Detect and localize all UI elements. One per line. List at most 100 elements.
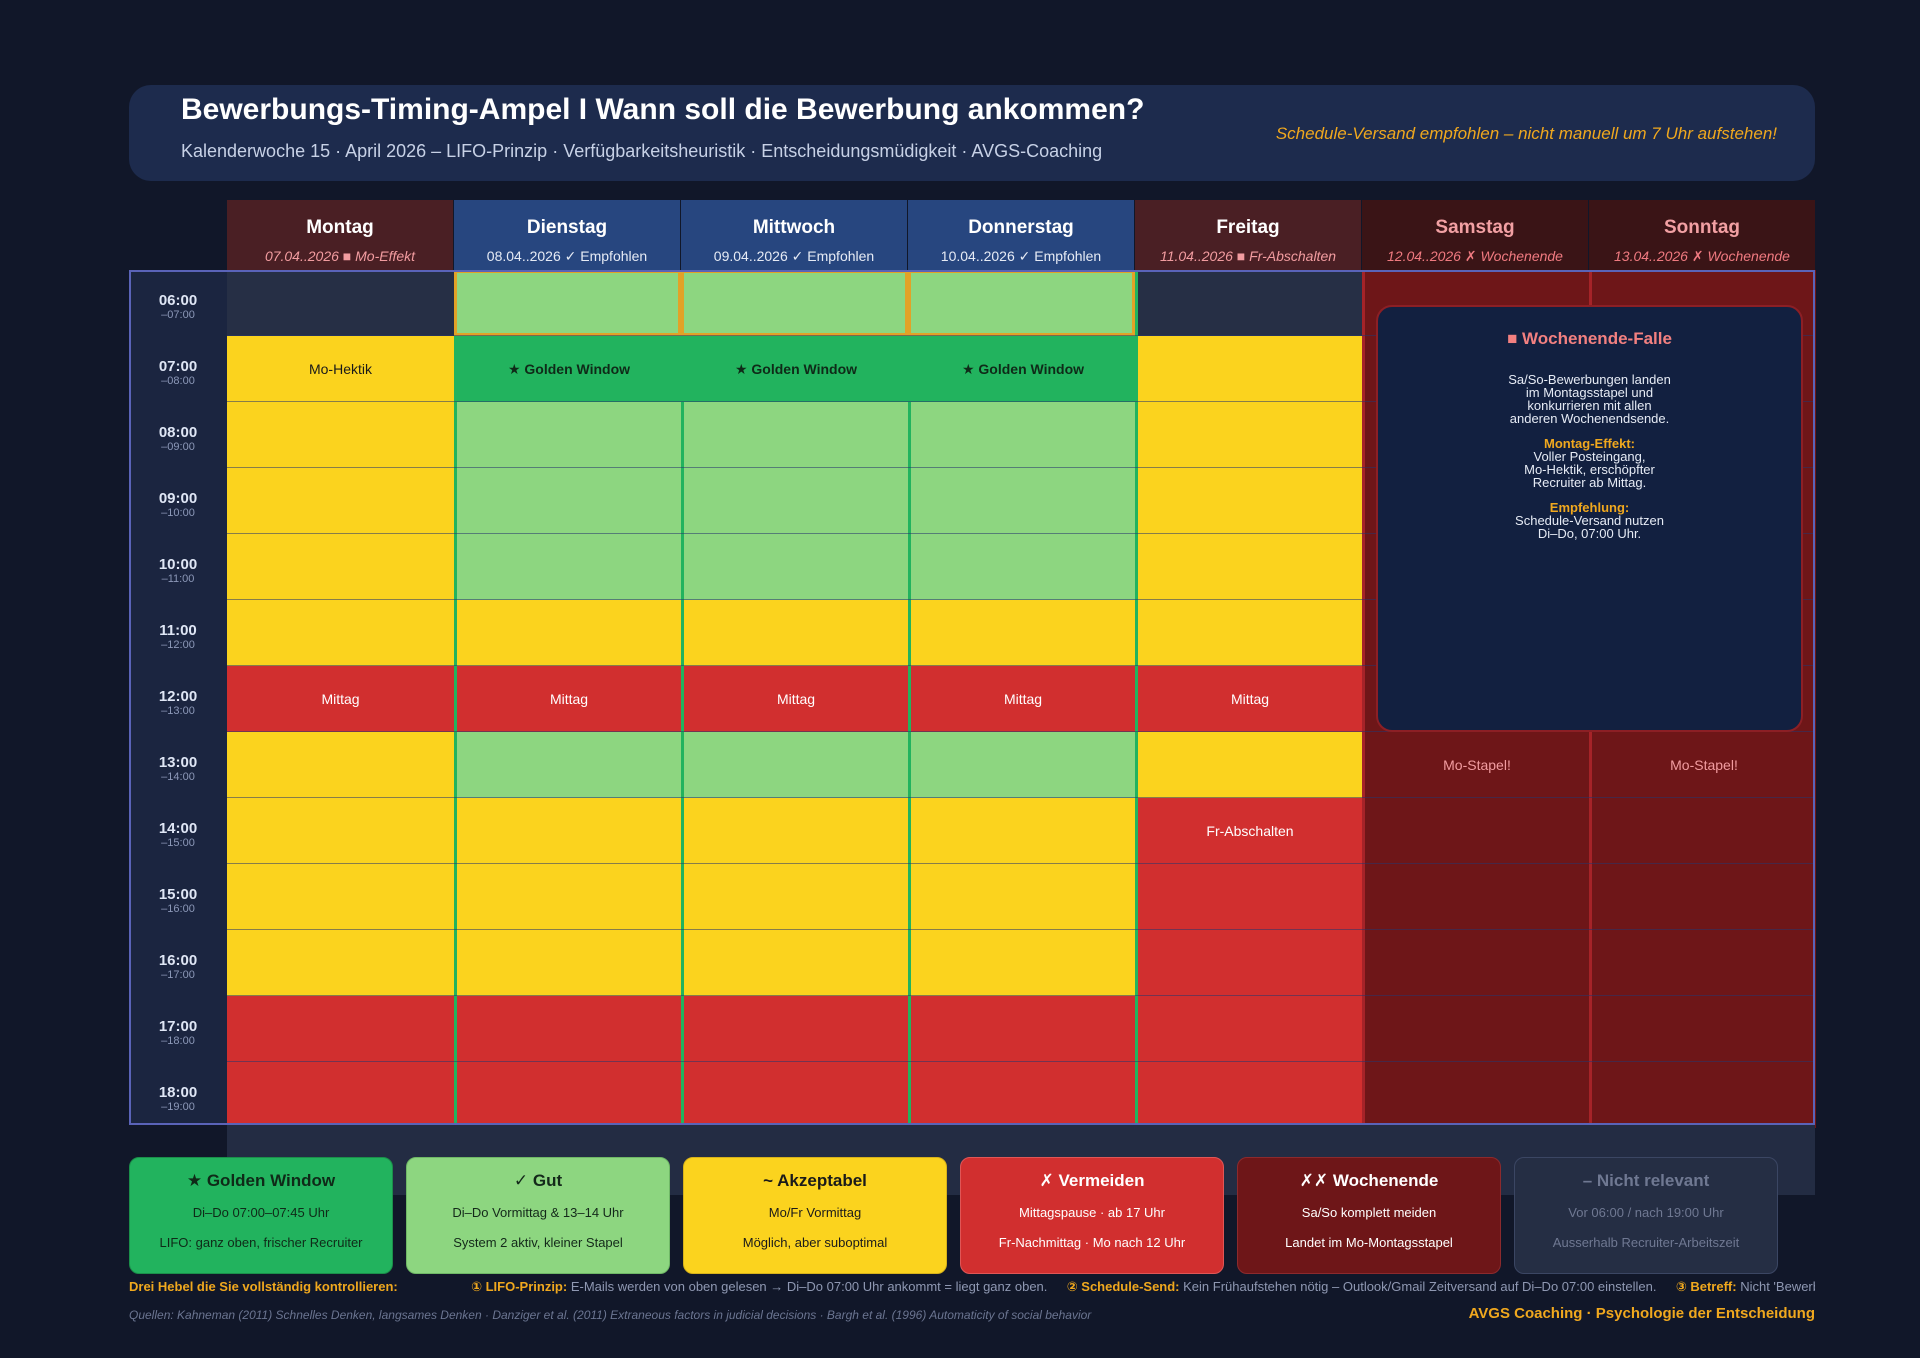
legend-line: LIFO: ganz oben, frischer Recruiter — [159, 1235, 363, 1250]
header-banner: Bewerbungs-Timing-Ampel I Wann soll die … — [129, 85, 1815, 181]
slot-donnerstag-0900 — [908, 468, 1135, 534]
slot-mittwoch-0800 — [681, 402, 908, 468]
row-divider — [227, 665, 1815, 666]
slot-freitag-1500 — [1135, 864, 1362, 930]
slot-montag-1800 — [227, 1062, 454, 1128]
row-divider — [227, 863, 1815, 864]
day-name: Mittwoch — [752, 217, 836, 238]
hour-label: 06:00 –07:00 — [158, 292, 198, 321]
slot-montag-0900 — [227, 468, 454, 534]
slot-freitag-1700 — [1135, 996, 1362, 1062]
slot-mittwoch-0900 — [681, 468, 908, 534]
slot-dienstag-0800 — [454, 402, 681, 468]
legend-title: ✓ Gut — [513, 1171, 563, 1190]
slot-mittwoch-1000 — [681, 534, 908, 600]
slot-sonntag-1300: Mo-Stapel! — [1589, 732, 1816, 798]
hour-label: 10:00 –11:00 — [158, 556, 198, 585]
slot-sonntag-1600 — [1589, 930, 1816, 996]
slot-freitag-1600 — [1135, 930, 1362, 996]
slot-montag-0600 — [227, 270, 454, 336]
legend-line: Sa/So komplett meiden — [1301, 1205, 1437, 1220]
legend-line: Di–Do Vormittag & 13–14 Uhr — [452, 1205, 624, 1220]
slot-samstag-1800 — [1362, 1062, 1589, 1128]
slot-montag-1300 — [227, 732, 454, 798]
page-subtitle: Kalenderwoche 15 · April 2026 – LIFO-Pri… — [181, 141, 1103, 161]
row-divider — [227, 1061, 1815, 1062]
slot-donnerstag-0800 — [908, 402, 1135, 468]
slot-donnerstag-1000 — [908, 534, 1135, 600]
day-name: Sonntag — [1664, 217, 1740, 238]
brand-label: AVGS Coaching · Psychologie der Entschei… — [1468, 1305, 1815, 1322]
slot-dienstag-0900 — [454, 468, 681, 534]
hour-label: 07:00 –08:00 — [158, 358, 198, 387]
slot-mittwoch-1800 — [681, 1062, 908, 1128]
row-divider — [227, 533, 1815, 534]
slot-sonntag-1700 — [1589, 996, 1816, 1062]
page-title: Bewerbungs-Timing-Ampel I Wann soll die … — [181, 93, 1145, 126]
slot-label: Mo-Stapel! — [1670, 757, 1738, 773]
slot-dienstag-1200: Mittag — [454, 666, 681, 732]
sources-line: Quellen: Kahneman (2011) Schnelles Denke… — [129, 1308, 1092, 1322]
hour-label: 13:00 –14:00 — [158, 754, 198, 783]
hour-label: 08:00 –09:00 — [158, 424, 198, 453]
hour-label: 17:00 –18:00 — [158, 1018, 198, 1047]
slot-mittwoch-0600 — [681, 270, 908, 336]
slot-sonntag-1400 — [1589, 798, 1816, 864]
legend-item-1: ★ Golden Window Di–Do 07:00–07:45 Uhr LIFO… — [129, 1157, 393, 1274]
day-name: Montag — [306, 217, 374, 238]
slot-label: ★ Golden Window — [734, 360, 858, 377]
day-name: Freitag — [1216, 217, 1280, 238]
weekend-trap-title: ■ Wochenende-Falle — [1507, 329, 1672, 348]
slot-donnerstag-1100 — [908, 600, 1135, 666]
slot-montag-1400 — [227, 798, 454, 864]
hour-label: 12:00 –13:00 — [158, 688, 198, 717]
slot-dienstag-1800 — [454, 1062, 681, 1128]
slot-donnerstag-1300 — [908, 732, 1135, 798]
day-header-4: Donnerstag 10.04..2026 ✓ Empfohlen — [908, 200, 1134, 270]
slot-donnerstag-1200: Mittag — [908, 666, 1135, 732]
slot-freitag-0600 — [1135, 270, 1362, 336]
legend-line: Möglich, aber suboptimal — [742, 1235, 888, 1250]
slot-freitag-1300 — [1135, 732, 1362, 798]
slot-dienstag-1500 — [454, 864, 681, 930]
slot-mittwoch-1500 — [681, 864, 908, 930]
legend-line: Vor 06:00 / nach 19:00 Uhr — [1568, 1205, 1724, 1220]
slot-montag-1600 — [227, 930, 454, 996]
day-date: 08.04..2026 ✓ Empfohlen — [486, 248, 648, 264]
legend-line: Ausserhalb Recruiter-Arbeitszeit — [1552, 1235, 1740, 1250]
slot-sonntag-1800 — [1589, 1062, 1816, 1128]
slot-samstag-1300: Mo-Stapel! — [1362, 732, 1589, 798]
day-name: Samstag — [1435, 217, 1515, 238]
day-header-6: Samstag 12.04..2026 ✗ Wochenende — [1362, 200, 1588, 270]
legend-item-2: ✓ Gut Di–Do Vormittag & 13–14 Uhr System 2… — [406, 1157, 670, 1274]
slot-dienstag-1600 — [454, 930, 681, 996]
slot-montag-1000 — [227, 534, 454, 600]
slot-dienstag-1400 — [454, 798, 681, 864]
slot-donnerstag-0600 — [908, 270, 1135, 336]
levers-heading: Drei Hebel die Sie vollständig kontrolli… — [129, 1279, 398, 1294]
slot-donnerstag-1400 — [908, 798, 1135, 864]
day-header-5: Freitag 11.04..2026 ■ Fr-Abschalten — [1135, 200, 1361, 270]
slot-freitag-1800 — [1135, 1062, 1362, 1128]
legend-item-6: – Nicht relevant Vor 06:00 / nach 19:00 U… — [1514, 1157, 1778, 1274]
day-name: Dienstag — [526, 217, 608, 238]
day-date: 11.04..2026 ■ Fr-Abschalten — [1159, 248, 1337, 264]
slot-mittwoch-1600 — [681, 930, 908, 996]
slot-freitag-0700 — [1135, 336, 1362, 402]
slot-mittwoch-1400 — [681, 798, 908, 864]
slot-label: Fr-Abschalten — [1206, 823, 1294, 839]
slot-label: ★ Golden Window — [507, 360, 631, 377]
day-date: 13.04..2026 ✗ Wochenende — [1614, 248, 1790, 264]
legend-title: ~ Akzeptabel — [763, 1171, 867, 1190]
slot-freitag-1200: Mittag — [1135, 666, 1362, 732]
weekend-trap-box: ■ Wochenende-Falle Sa/So-Bewerbungen lan… — [1376, 305, 1803, 732]
slot-freitag-0900 — [1135, 468, 1362, 534]
row-divider — [227, 467, 1815, 468]
hour-label: 18:00 –19:00 — [158, 1084, 198, 1113]
slot-freitag-1000 — [1135, 534, 1362, 600]
slot-label: Mittag — [321, 691, 360, 707]
slot-label: ★ Golden Window — [961, 360, 1085, 377]
legend-line: Mittagspause · ab 17 Uhr — [1019, 1205, 1165, 1220]
day-header-7: Sonntag 13.04..2026 ✗ Wochenende — [1589, 200, 1815, 270]
legend-title: ✗ Vermeiden — [1039, 1171, 1145, 1190]
